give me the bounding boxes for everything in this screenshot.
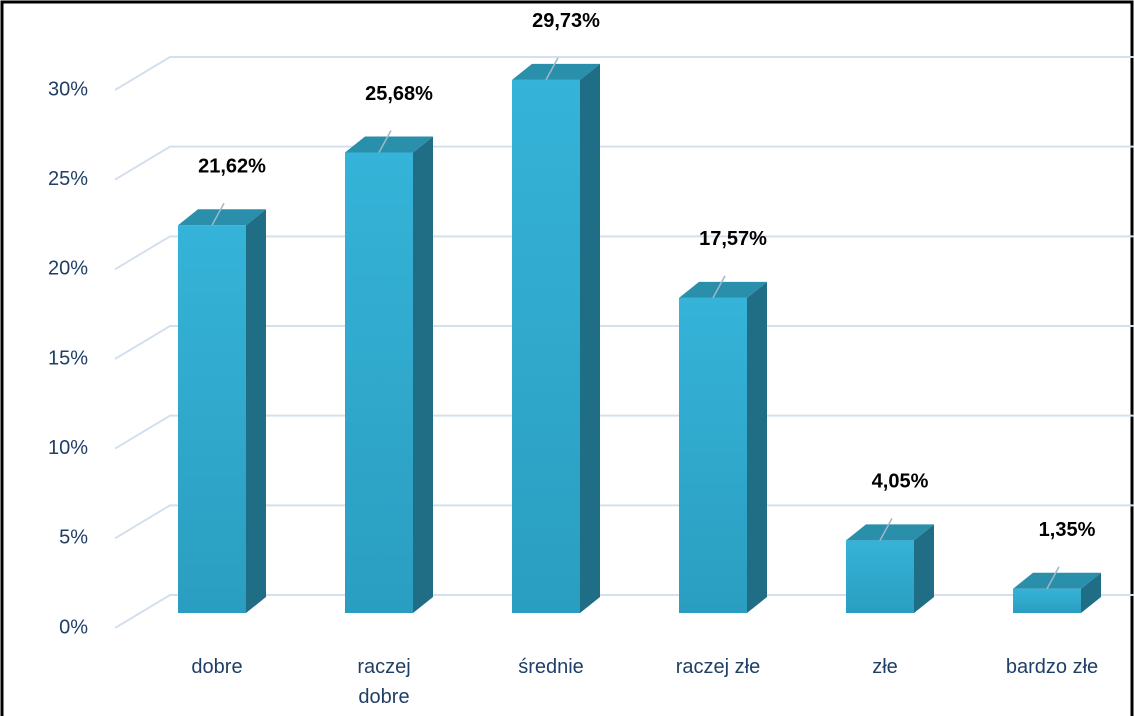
bar-top [1013,572,1101,589]
leader-line [378,130,392,153]
grid-line [114,594,1134,629]
bar-front [846,540,914,613]
y-tick-label: 20% [48,258,88,280]
data-label: 29,73% [532,10,600,32]
x-tick-label: bardzo złe [1005,656,1099,678]
y-tick-label: 15% [48,347,88,369]
grid-line [114,145,1134,181]
bar [1013,572,1101,613]
bar-side [246,209,266,614]
leader-line [879,518,893,541]
bar [846,524,934,613]
leader-line [211,202,225,226]
grid-line [114,56,1134,91]
bar-front [512,79,580,614]
bar [178,209,266,614]
y-tick-label: 30% [48,78,88,100]
bar-front [178,225,246,614]
bar [679,281,767,613]
bar [345,136,433,614]
x-tick-label: raczej dobre [357,656,411,708]
x-tick-label: średnie [518,656,584,678]
grid-line [114,414,1134,450]
grid-line [114,235,1134,271]
x-tick-label: raczej złe [675,656,761,678]
data-label: 17,57% [699,228,767,250]
y-tick-label: 0% [59,616,88,638]
bar-side [580,63,600,614]
bar-front [1013,588,1081,613]
bar-top [345,136,433,153]
data-label: 1,35% [1039,519,1096,541]
leader-line [1046,566,1060,590]
bar [512,63,600,614]
x-tick-label: złe [872,656,898,678]
bar-side [747,281,767,613]
bar-side [413,136,433,614]
y-tick-label: 10% [48,437,88,459]
bar-top [846,524,934,541]
y-tick-label: 5% [59,527,88,549]
bar-top [679,281,767,298]
grid-line [114,504,1134,540]
bar-front [679,297,747,613]
x-tick-label: dobre [191,656,243,678]
bar-top [178,209,266,226]
leader-line [712,275,726,299]
data-label: 4,05% [872,471,929,493]
data-label: 25,68% [365,83,433,105]
bar-side [1081,572,1101,613]
bar-front [345,152,413,614]
data-label: 21,62% [198,156,266,178]
y-tick-label: 25% [48,168,88,190]
bar-side [914,524,934,613]
bar-top [512,63,600,80]
leader-line [545,57,559,81]
grid-line [114,325,1134,360]
